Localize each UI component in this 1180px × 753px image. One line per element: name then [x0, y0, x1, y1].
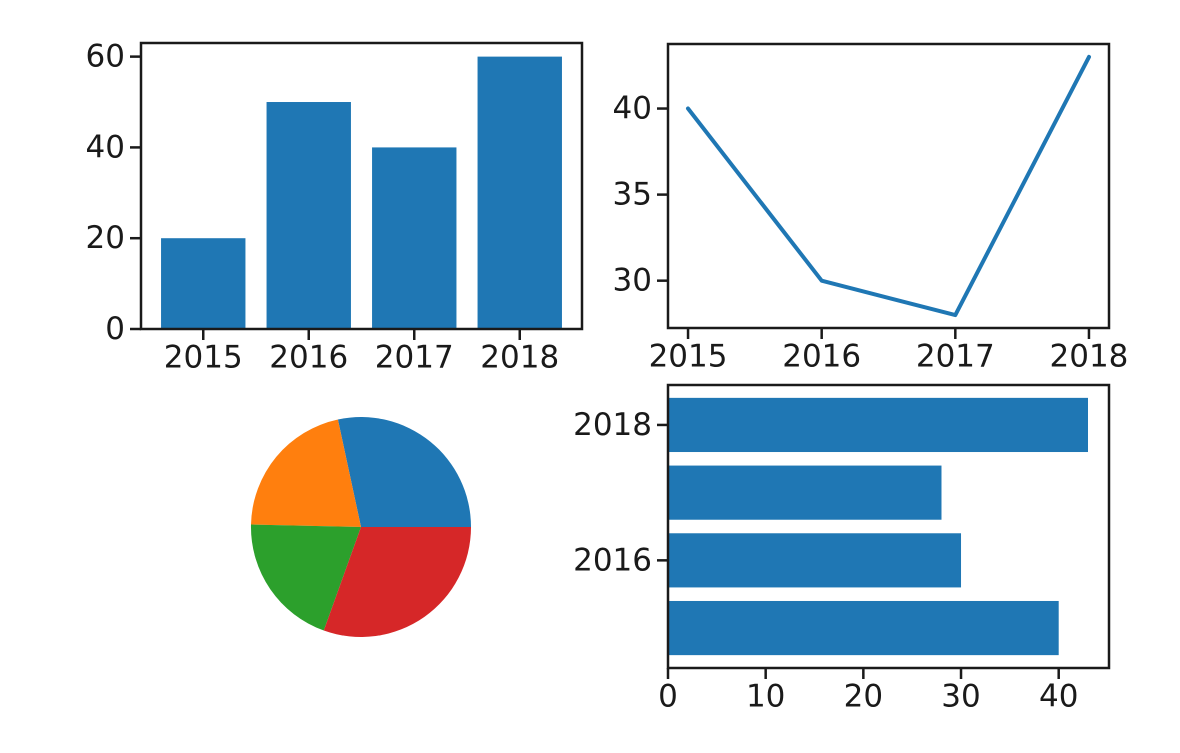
- line-axes-frame: [666, 42, 1111, 330]
- bar-y-tick-label: 0: [105, 311, 125, 347]
- bar-2016: [266, 102, 351, 330]
- bar-y-tick-label: 20: [86, 220, 125, 256]
- line-x-tick-label: 2015: [649, 338, 728, 374]
- barh-x-tick-label: 40: [1039, 678, 1078, 714]
- barh-y-tick-label: 2018: [573, 407, 652, 443]
- bar-2018: [477, 56, 562, 329]
- barh-x-tick-label: 20: [844, 678, 883, 714]
- barh-x-tick-label: 10: [746, 678, 785, 714]
- pie-blue-slice: [337, 417, 471, 527]
- line-series: [686, 54, 1091, 318]
- bar-y-tick-label: 60: [86, 39, 125, 75]
- bar-x-tick-label: 2018: [480, 339, 559, 375]
- pie-green-slice: [250, 524, 361, 631]
- barh-x-tick-label: 0: [658, 678, 678, 714]
- hbar-2015: [668, 600, 1059, 656]
- hbar-2016: [668, 533, 962, 588]
- barh-x-tick-label: 30: [941, 678, 980, 714]
- bar-2017: [372, 147, 457, 329]
- line-x-tick-label: 2016: [782, 338, 861, 374]
- barh-y-tick-label: 2016: [573, 542, 652, 578]
- bar-x-tick-label: 2017: [375, 339, 454, 375]
- line-y-tick-label: 35: [613, 177, 652, 213]
- line-x-tick-label: 2018: [1050, 338, 1129, 374]
- pie-orange-slice: [251, 419, 361, 527]
- bar-x-tick-label: 2016: [269, 339, 348, 375]
- bar-axes-frame: [139, 41, 584, 331]
- line-x-tick-label: 2017: [916, 338, 995, 374]
- hbar-2017: [668, 465, 942, 520]
- pie-red-slice: [323, 527, 471, 637]
- bar-y-tick-label: 40: [86, 129, 125, 165]
- line-y-tick-label: 30: [613, 263, 652, 299]
- hbar-2018: [668, 397, 1088, 453]
- bar-2015: [161, 238, 246, 329]
- bar-x-tick-label: 2015: [164, 339, 243, 375]
- barh-axes-frame: [666, 383, 1111, 670]
- line-y-tick-label: 40: [613, 91, 652, 127]
